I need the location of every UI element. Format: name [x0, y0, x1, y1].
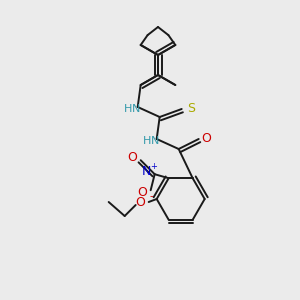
- Text: +: +: [150, 162, 157, 171]
- Text: O: O: [202, 131, 212, 145]
- Text: H: H: [142, 136, 151, 146]
- Text: N: N: [142, 165, 152, 178]
- Text: O: O: [128, 151, 138, 164]
- Text: S: S: [187, 101, 195, 115]
- Text: H: H: [124, 104, 132, 114]
- Text: -: -: [150, 191, 153, 201]
- Text: O: O: [138, 186, 148, 199]
- Text: N: N: [151, 136, 159, 146]
- Text: N: N: [131, 104, 140, 114]
- Text: O: O: [136, 196, 146, 208]
